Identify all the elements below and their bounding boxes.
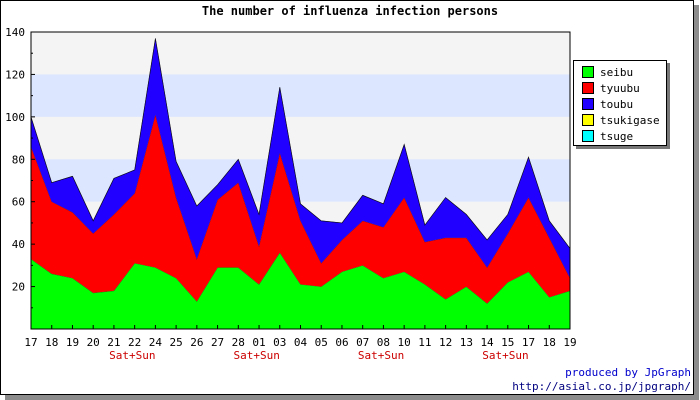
legend-swatch-tyuubu [582,82,594,94]
legend-item-tsukigase: tsukigase [582,113,660,127]
x-tick-label: 07 [356,336,369,349]
legend-swatch-tsukigase [582,114,594,126]
x-tick-label: 01 [252,336,265,349]
x-tick-label: 08 [377,336,390,349]
x-tick-label: 06 [335,336,348,349]
weekend-label: Sat+Sun [109,349,155,362]
legend-label-tyuubu: tyuubu [600,81,640,95]
legend-item-tyuubu: tyuubu [582,81,640,95]
x-tick-label: 17 [522,336,535,349]
x-tick-label: 18 [45,336,58,349]
x-tick-label: 24 [149,336,163,349]
area-outline-tsuge [30,38,571,249]
legend-label-tsuge: tsuge [600,129,634,143]
grid-band [31,116,570,160]
x-tick-label: 20 [87,336,100,349]
credit-link[interactable]: http://asial.co.jp/jpgraph/ [512,380,691,393]
x-tick-label: 17 [24,336,37,349]
x-tick-label: 03 [273,336,286,349]
legend-item-toubu: toubu [582,97,633,111]
area-series-tyuubu [31,114,570,304]
chart-title: The number of influenza infection person… [201,4,499,18]
grid-band [31,74,570,117]
x-tick-label: 19 [563,336,576,349]
x-tick-label: 26 [190,336,203,349]
legend-item-tsuge: tsuge [582,129,633,143]
credit-produced-by: produced by JpGraph [565,366,691,379]
x-tick-label: 19 [66,336,79,349]
x-tick-label: 04 [294,336,308,349]
x-tick-label: 11 [418,336,431,349]
x-tick-label: 21 [107,336,120,349]
y-tick-label: 60 [12,196,25,209]
x-tick-label: 22 [128,336,141,349]
y-tick-label: 140 [5,26,25,39]
x-tick-label: 25 [169,336,182,349]
area-series-seibu [31,252,570,329]
x-tick-label: 14 [480,336,494,349]
x-tick-label: 10 [398,336,411,349]
x-tick-label: 05 [315,336,328,349]
legend-label-tsukigase: tsukigase [600,113,660,127]
chart-legend: seibu tyuubu toubu tsukigase tsuge [573,60,667,146]
x-tick-label: 12 [439,336,452,349]
x-tick-label: 15 [501,336,514,349]
area-series-toubu [31,38,570,279]
legend-swatch-toubu [582,98,594,110]
x-tick-label: 18 [543,336,556,349]
legend-label-seibu: seibu [600,65,634,79]
x-tick-label: 13 [460,336,473,349]
y-tick-label: 80 [12,153,25,166]
weekend-label: Sat+Sun [233,349,279,362]
legend-item-seibu: seibu [582,65,633,79]
x-tick-label: 28 [232,336,245,349]
grid-band [31,32,570,75]
y-tick-label: 120 [5,68,25,81]
y-tick-label: 100 [5,111,25,124]
legend-swatch-seibu [582,66,594,78]
y-tick-label: 40 [12,238,25,251]
x-tick-label: 27 [211,336,224,349]
y-tick-label: 20 [12,281,25,294]
weekend-label: Sat+Sun [482,349,528,362]
weekend-label: Sat+Sun [358,349,404,362]
legend-swatch-tsuge [582,130,594,142]
legend-label-toubu: toubu [600,97,634,111]
